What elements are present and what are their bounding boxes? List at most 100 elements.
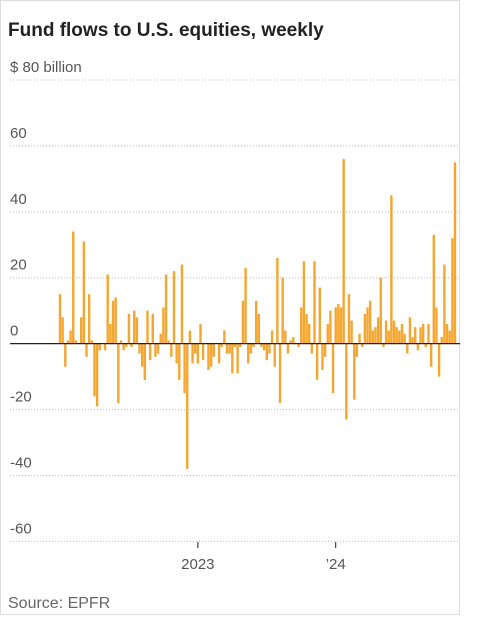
bar bbox=[321, 343, 324, 371]
bar bbox=[390, 195, 393, 344]
bar bbox=[241, 300, 245, 344]
bar bbox=[201, 343, 205, 361]
y-tick-label: -60 bbox=[10, 520, 32, 537]
bar bbox=[289, 340, 292, 344]
x-tick-label: 2023 bbox=[181, 556, 214, 573]
bar bbox=[175, 343, 178, 364]
bar bbox=[276, 257, 279, 344]
bar bbox=[249, 343, 253, 354]
bar bbox=[395, 327, 398, 344]
bar bbox=[392, 320, 396, 344]
bar bbox=[111, 300, 115, 344]
bar bbox=[429, 343, 433, 367]
bar bbox=[69, 330, 72, 344]
bar bbox=[374, 327, 377, 344]
y-tick-label: 0 bbox=[10, 323, 18, 340]
bar bbox=[231, 343, 234, 374]
bar bbox=[353, 343, 356, 400]
bar bbox=[435, 307, 438, 344]
bar bbox=[135, 317, 139, 344]
y-tick-label: $ 80 billion bbox=[10, 59, 82, 76]
bar bbox=[58, 294, 62, 344]
bar bbox=[411, 337, 414, 344]
bar bbox=[363, 314, 367, 344]
y-tick-label: -20 bbox=[10, 389, 32, 406]
bar bbox=[140, 343, 144, 367]
bar bbox=[270, 330, 274, 344]
bar bbox=[313, 261, 316, 344]
bar bbox=[379, 277, 382, 344]
bar bbox=[119, 340, 123, 344]
bar bbox=[448, 330, 451, 344]
bar bbox=[159, 333, 162, 344]
bar bbox=[371, 330, 375, 344]
bar bbox=[305, 314, 308, 344]
bar bbox=[387, 330, 390, 344]
bar bbox=[268, 343, 271, 354]
bar bbox=[262, 343, 266, 351]
bar bbox=[382, 343, 385, 347]
bar bbox=[170, 343, 173, 357]
bar bbox=[103, 343, 107, 351]
bar bbox=[196, 343, 200, 364]
bar bbox=[162, 307, 165, 344]
bar bbox=[260, 343, 263, 347]
bar bbox=[284, 330, 287, 344]
bar bbox=[252, 343, 255, 347]
bar bbox=[178, 343, 181, 380]
bar bbox=[66, 340, 70, 344]
bar bbox=[403, 333, 406, 344]
bar bbox=[122, 343, 125, 351]
bar bbox=[167, 340, 170, 344]
bar bbox=[82, 241, 86, 344]
bar bbox=[148, 343, 152, 361]
bar bbox=[310, 343, 314, 354]
bar bbox=[212, 343, 215, 357]
bar bbox=[183, 343, 186, 394]
bar bbox=[244, 267, 247, 344]
bar bbox=[217, 343, 221, 364]
bar bbox=[355, 343, 359, 357]
bar bbox=[85, 343, 88, 357]
bar bbox=[98, 343, 101, 351]
bar bbox=[406, 343, 409, 354]
bar bbox=[133, 310, 136, 344]
bar bbox=[186, 343, 189, 469]
bar bbox=[342, 159, 345, 344]
bar bbox=[87, 294, 91, 344]
bar bbox=[106, 274, 109, 344]
bar bbox=[74, 340, 78, 344]
frame bbox=[0, 0, 460, 615]
bar bbox=[419, 327, 422, 344]
bar bbox=[61, 317, 64, 344]
bar bbox=[154, 343, 157, 357]
source: Source: EPFR bbox=[8, 595, 110, 612]
bar bbox=[337, 304, 340, 344]
bar bbox=[451, 238, 454, 344]
bar bbox=[331, 343, 335, 394]
bar bbox=[376, 317, 380, 344]
y-tick-label: 20 bbox=[10, 257, 27, 274]
bar bbox=[130, 343, 133, 347]
bar bbox=[361, 343, 364, 347]
bar bbox=[93, 343, 96, 397]
bar bbox=[191, 343, 194, 364]
bar bbox=[254, 300, 258, 344]
y-tick-label: 60 bbox=[10, 125, 27, 142]
bar bbox=[300, 307, 303, 344]
bar bbox=[427, 323, 430, 344]
bar bbox=[278, 343, 282, 403]
bar bbox=[90, 340, 94, 344]
bar bbox=[421, 323, 425, 344]
bar bbox=[125, 343, 128, 347]
y-tick-label: 40 bbox=[10, 191, 27, 208]
bar bbox=[408, 317, 412, 344]
bar bbox=[80, 317, 83, 344]
bar bbox=[236, 343, 239, 374]
bar bbox=[302, 261, 306, 344]
bar bbox=[315, 343, 319, 380]
bar bbox=[286, 343, 290, 354]
bar bbox=[453, 162, 457, 344]
bar bbox=[297, 343, 300, 347]
bar bbox=[209, 343, 213, 367]
